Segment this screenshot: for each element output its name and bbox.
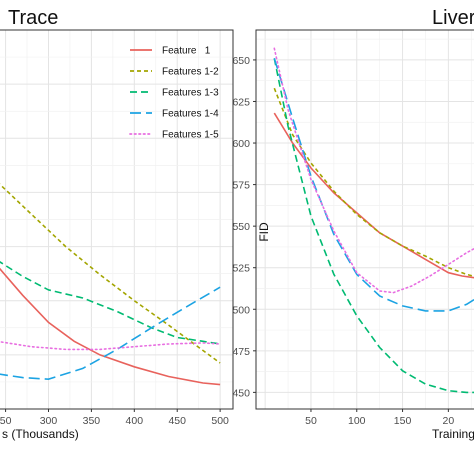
liver-title: Liver: [432, 7, 474, 29]
x-tick-label: 50: [305, 415, 317, 427]
y-tick-label: 600: [232, 138, 250, 150]
x-tick-label: 20: [443, 415, 455, 427]
liver-panel: Liver 50 100 150 20 450 475 500 525 550 575 600 62…: [232, 7, 474, 441]
series-line-features-1-2: [273, 87, 474, 278]
y-tick-label: 475: [232, 346, 250, 358]
series-line-features-1-5: [273, 47, 474, 294]
y-tick-label: 625: [232, 96, 250, 108]
y-tick-label: 450: [232, 387, 250, 399]
legend: Feature 1 Features 1-2 Features 1-3 Feature…: [129, 46, 219, 141]
y-tick-label: 525: [232, 263, 250, 275]
series-line-features-1-4: [0, 286, 221, 381]
x-tick-label: 150: [394, 415, 412, 427]
y-tick-label: 575: [232, 180, 250, 192]
series-line-features-1-2: [0, 183, 221, 364]
x-tick-label: 100: [348, 415, 366, 427]
series-line-features-1-3: [273, 58, 474, 394]
liver-x-axis-ticks: 50 100 150 20: [305, 409, 454, 427]
trace-title: Trace: [8, 7, 58, 29]
trace-panel: Trace 50 300 350 400 450 500 s (Thousands) Fe…: [0, 7, 234, 441]
series-line-feature-1: [0, 267, 221, 386]
trace-x-axis-ticks: 50 300 350 400 450 500: [0, 409, 229, 427]
series-line-feature-1: [273, 112, 474, 279]
y-tick-label: 650: [232, 55, 250, 67]
x-tick-label: 300: [40, 415, 58, 427]
legend-label-features-1-4: Features 1-4: [162, 109, 219, 120]
liver-y-axis-label: FID: [257, 222, 271, 242]
liver-plot-border: [255, 29, 474, 410]
liver-x-axis-label: Training: [432, 427, 474, 441]
series-line-features-1-5: [0, 340, 221, 351]
y-tick-label: 500: [232, 304, 250, 316]
legend-label-features-1-3: Features 1-3: [162, 88, 219, 99]
trace-x-axis-label: s (Thousands): [2, 427, 79, 441]
legend-label-features-1-2: Features 1-2: [162, 67, 219, 78]
legend-label-feature-1: Feature 1: [162, 46, 211, 57]
legend-label-features-1-5: Features 1-5: [162, 130, 219, 141]
x-tick-label: 350: [83, 415, 101, 427]
liver-y-axis-ticks: 450 475 500 525 550 575 600 625 650: [232, 55, 256, 399]
liver-series-lines: [273, 47, 474, 394]
x-tick-label: 400: [126, 415, 144, 427]
x-tick-label: 500: [211, 415, 229, 427]
trace-series-lines: [0, 183, 221, 386]
trace-plot-border: [0, 29, 234, 410]
y-tick-label: 550: [232, 221, 250, 233]
x-tick-label: 450: [168, 415, 186, 427]
series-line-features-1-4: [273, 58, 474, 312]
x-tick-label: 50: [0, 415, 12, 427]
series-line-features-1-3: [0, 261, 221, 345]
